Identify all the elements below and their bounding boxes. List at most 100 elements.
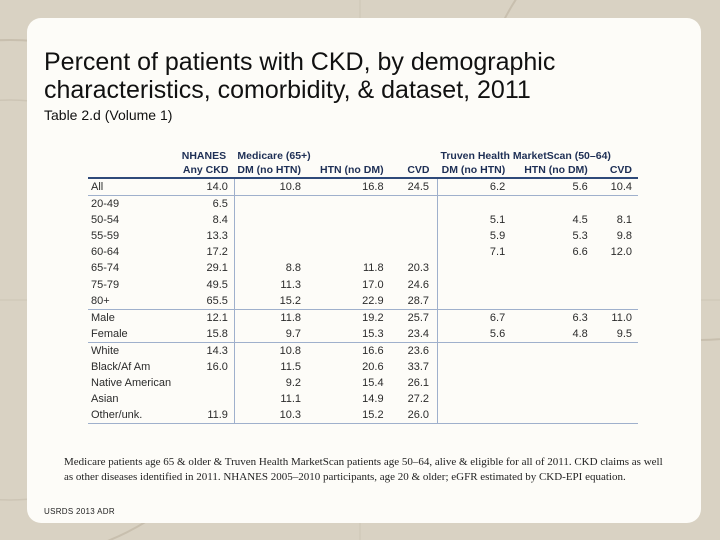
table-cell: 5.6 — [521, 178, 600, 197]
table-cell — [179, 391, 235, 407]
table-cell — [521, 391, 600, 407]
table-cell: 19.2 — [362, 311, 384, 324]
table-cell — [233, 228, 317, 245]
table-cell — [437, 195, 522, 213]
table-cell — [396, 228, 438, 244]
table-cell — [396, 212, 438, 228]
table-cell: 11.9 — [178, 407, 235, 425]
column-header: DM (no HTN) — [437, 163, 522, 179]
table-cell: 8.1 — [616, 214, 632, 227]
table-row: Other/unk. 11.9 10.3 15.2 26.0 — [88, 407, 638, 425]
table-row: 75-79 49.5 11.3 17.0 24.6 — [88, 276, 638, 293]
table-cell — [437, 391, 522, 408]
table-cell: 15.4 — [362, 377, 384, 390]
table-cell — [521, 292, 600, 310]
table-row: Male 12.1 11.8 19.2 25.7 6.7 6.3 11.0 — [88, 309, 638, 326]
table-cell — [521, 407, 600, 425]
table-cell: 49.5 — [206, 278, 228, 291]
table-cell — [521, 260, 600, 276]
table-cell: 15.2 — [317, 407, 396, 425]
table-cell — [600, 375, 638, 391]
table-cell: 10.8 — [233, 178, 317, 197]
table-cell: 5.6 — [437, 325, 522, 343]
table-cell — [521, 359, 600, 375]
table-cell: 13.3 — [206, 230, 228, 243]
table-cell: 11.1 — [233, 391, 317, 408]
column-header: HTN (no DM) — [521, 163, 600, 179]
table-cell: 26.0 — [395, 407, 438, 425]
table-cell — [317, 196, 396, 213]
column-header: DM (no HTN) — [234, 163, 317, 179]
table-cell: 65.5 — [178, 292, 235, 310]
table-row: 80+ 65.5 15.2 22.9 28.7 — [88, 292, 638, 310]
table-cell — [600, 277, 638, 293]
row-label: Female — [88, 325, 179, 343]
row-label: 50-54 — [91, 214, 120, 227]
table-cell: 9.5 — [599, 325, 638, 343]
row-label: 20-49 — [91, 198, 120, 211]
column-header: CVD — [599, 163, 638, 179]
row-label: 65-74 — [91, 262, 120, 275]
table-cell: 6.5 — [212, 198, 228, 211]
row-label: 60-64 — [91, 246, 120, 259]
table-cell: 11.5 — [233, 359, 317, 376]
table-body: All 14.0 10.8 16.8 24.5 6.2 5.6 10.4 20-49 6.5 50-… — [88, 178, 638, 425]
table-cell — [317, 244, 396, 260]
table-row: All 14.0 10.8 16.8 24.5 6.2 5.6 10.4 — [88, 178, 638, 197]
table-cell: 9.7 — [233, 325, 317, 343]
group-header-medicare: Medicare (65+) — [237, 150, 311, 162]
table-cell: 10.8 — [233, 342, 317, 360]
table-cell: 23.4 — [395, 325, 438, 343]
table-cell: 16.8 — [317, 178, 396, 197]
table-cell: 11.8 — [233, 309, 317, 326]
table-cell — [600, 359, 638, 375]
table-cell — [233, 212, 317, 229]
table-cell — [437, 260, 522, 277]
table-row: Native American 9.2 15.4 26.1 — [88, 375, 638, 392]
table-cell — [521, 277, 600, 293]
table-cell: 17.0 — [362, 278, 384, 291]
table-cell: 23.6 — [407, 344, 429, 357]
table-cell: 14.3 — [206, 344, 228, 357]
row-label: Other/unk. — [88, 407, 179, 425]
table-cell — [437, 359, 522, 376]
row-label: White — [91, 344, 120, 357]
column-header: HTN (no DM) — [317, 163, 396, 179]
table-row: 20-49 6.5 — [88, 195, 638, 213]
table-row: 60-64 17.2 7.1 6.6 12.0 — [88, 244, 638, 261]
table-cell: 12.1 — [206, 311, 228, 324]
table-cell: 9.8 — [616, 230, 632, 243]
table-cell: 24.5 — [395, 178, 438, 197]
table-cell — [396, 196, 438, 213]
table-cell: 6.6 — [572, 246, 588, 259]
table-cell: 6.7 — [437, 309, 522, 326]
table-cell — [233, 195, 317, 213]
table-cell: 9.2 — [233, 375, 317, 392]
slide-title: Percent of patients with CKD, by demogra… — [44, 48, 556, 104]
table-row: Black/Af Am 16.0 11.5 20.6 33.7 — [88, 359, 638, 376]
row-label: Native American — [91, 377, 172, 390]
table-cell: 4.5 — [572, 214, 588, 227]
row-label: Black/Af Am — [91, 361, 151, 374]
table-cell — [437, 375, 522, 392]
table-cell: 33.7 — [407, 361, 429, 374]
table-cell: 26.1 — [407, 377, 429, 390]
table-cell — [599, 292, 638, 310]
table-cell — [600, 196, 638, 213]
table-row: 50-54 8.4 5.1 4.5 8.1 — [88, 212, 638, 229]
table-cell: 6.3 — [572, 311, 588, 324]
table-cell — [437, 407, 522, 425]
table-cell: 4.8 — [521, 325, 600, 343]
table-row: Female 15.8 9.7 15.3 23.4 5.6 4.8 9.5 — [88, 325, 638, 343]
table-cell — [437, 276, 522, 293]
table-cell: 11.0 — [611, 311, 632, 324]
table-cell — [396, 244, 438, 260]
content-panel — [27, 18, 701, 523]
column-header: Any CKD — [178, 163, 235, 179]
row-label: 75-79 — [91, 278, 120, 291]
table-cell: 16.6 — [362, 344, 384, 357]
table-cell — [437, 292, 522, 310]
row-label: Male — [91, 311, 115, 324]
row-label: 55-59 — [91, 230, 120, 243]
table-cell — [599, 407, 638, 425]
